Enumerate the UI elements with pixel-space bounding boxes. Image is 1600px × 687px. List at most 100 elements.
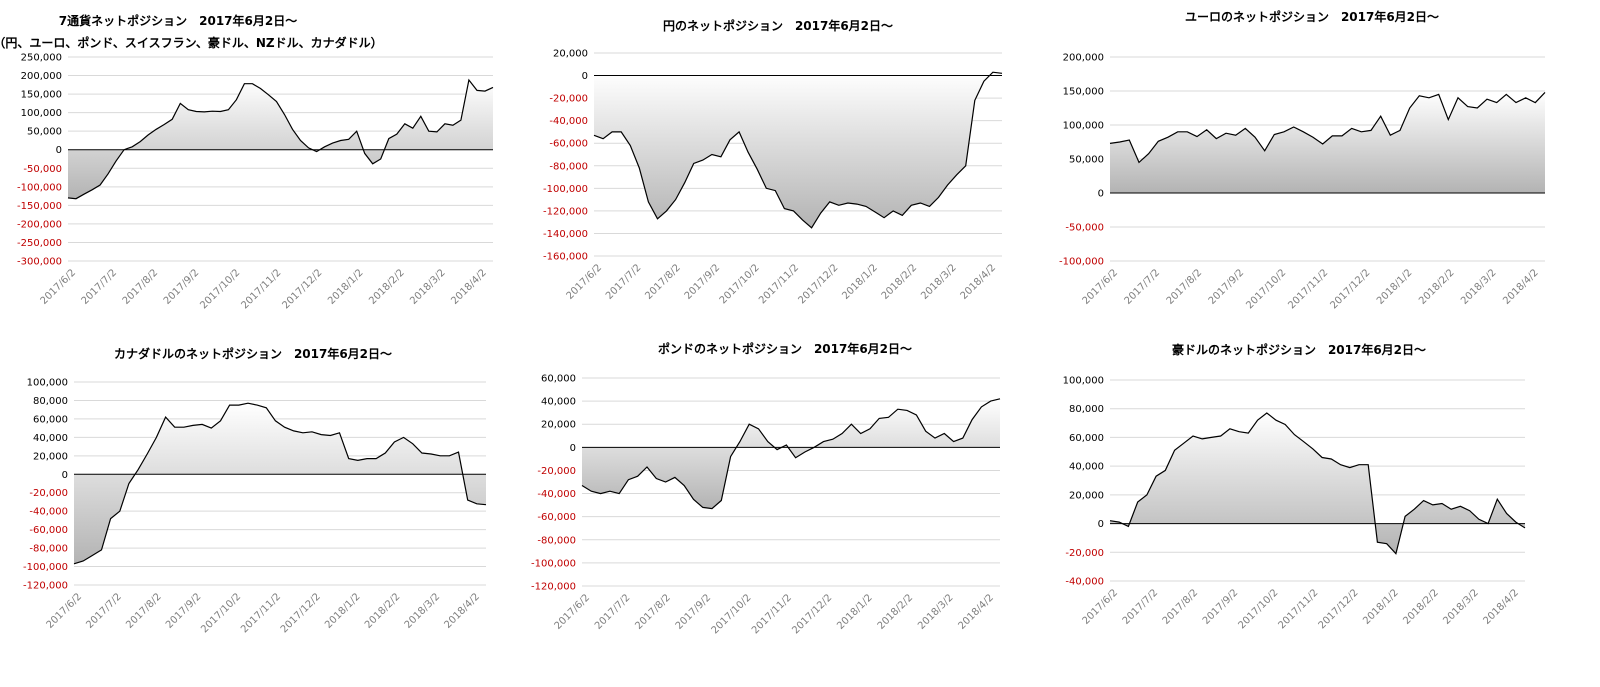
x-tick-label: 2017/8/2 bbox=[124, 591, 164, 631]
x-tick-label: 2017/9/2 bbox=[683, 262, 723, 302]
series-area bbox=[74, 403, 486, 564]
y-tick-label: 0 bbox=[570, 443, 576, 454]
x-tick-label: 2017/11/2 bbox=[239, 267, 283, 311]
x-tick-label: 2017/12/2 bbox=[279, 591, 323, 635]
x-tick-label: 2017/6/2 bbox=[553, 592, 593, 632]
series-line bbox=[1109, 91, 1546, 164]
chart-svg: 円のネットポジション 2017年6月2日～ 20,000 0 -20,000 -40,0… bbox=[543, 18, 1003, 306]
y-tick-label: 150,000 bbox=[21, 90, 62, 101]
y-tick-label: -20,000 bbox=[537, 466, 576, 477]
y-tick-label: -40,000 bbox=[29, 507, 68, 518]
x-tick-label: 2018/3/2 bbox=[1459, 267, 1499, 307]
y-tick-label: 100,000 bbox=[27, 378, 68, 389]
x-tick-label: 2017/11/2 bbox=[1277, 587, 1321, 631]
series-line bbox=[1109, 412, 1526, 555]
x-tick-label: 2017/10/2 bbox=[198, 267, 242, 311]
x-tick-label: 2017/8/2 bbox=[1161, 587, 1201, 627]
y-tick-label: 0 bbox=[582, 71, 588, 82]
x-tick-label: 2017/11/2 bbox=[750, 592, 794, 636]
x-tick-label: 2018/2/2 bbox=[876, 592, 916, 632]
x-tick-label: 2017/6/2 bbox=[565, 262, 605, 302]
x-tick-label: 2017/12/2 bbox=[796, 262, 840, 306]
chart-cad: カナダドルのネットポジション 2017年6月2日～ 100,000 80,000 60… bbox=[0, 338, 520, 683]
y-tick-label: 40,000 bbox=[1069, 462, 1104, 473]
y-tick-label: 0 bbox=[62, 470, 68, 481]
x-tick-label: 2017/7/2 bbox=[593, 592, 633, 632]
y-tick-label: 80,000 bbox=[33, 396, 68, 407]
series-area bbox=[1110, 413, 1525, 554]
y-tick-label: -40,000 bbox=[549, 116, 588, 127]
chart-title: ユーロのネットポジション 2017年6月2日～ bbox=[1185, 9, 1439, 24]
x-tick-label: 2018/2/2 bbox=[1417, 267, 1457, 307]
x-tick-label: 2017/11/2 bbox=[1286, 267, 1330, 311]
x-tick-label: 2018/1/2 bbox=[323, 591, 363, 631]
y-tick-label: -20,000 bbox=[549, 94, 588, 105]
y-tick-label: 0 bbox=[56, 145, 62, 156]
chart-svg: ユーロのネットポジション 2017年6月2日～ 200,000 150,000 100… bbox=[1059, 9, 1546, 311]
x-tick-label: 2018/3/2 bbox=[408, 267, 448, 307]
x-tick-label: 2017/9/2 bbox=[1207, 267, 1247, 307]
y-tick-label: 80,000 bbox=[1069, 404, 1104, 415]
y-tick-label: 150,000 bbox=[1063, 87, 1104, 98]
y-tick-label: -200,000 bbox=[17, 219, 62, 230]
x-tick-label: 2018/4/2 bbox=[443, 591, 483, 631]
x-tick-label: 2017/8/2 bbox=[1165, 267, 1205, 307]
y-tick-label: -60,000 bbox=[549, 139, 588, 150]
y-tick-label: -20,000 bbox=[1065, 548, 1104, 559]
y-tick-label: 100,000 bbox=[1063, 376, 1104, 387]
series-area bbox=[582, 398, 1000, 509]
x-tick-label: 2017/7/2 bbox=[84, 591, 124, 631]
y-tick-label: -80,000 bbox=[29, 544, 68, 555]
y-tick-label: -20,000 bbox=[29, 488, 68, 499]
series-area bbox=[68, 80, 493, 199]
x-tick-label: 2018/3/2 bbox=[403, 591, 443, 631]
x-tick-label: 2017/12/2 bbox=[1317, 587, 1361, 631]
y-tick-label: 60,000 bbox=[1069, 433, 1104, 444]
series-area bbox=[594, 72, 1002, 228]
x-tick-label: 2017/8/2 bbox=[643, 262, 683, 302]
x-tick-label: 2017/10/2 bbox=[710, 592, 754, 636]
y-tick-label: 20,000 bbox=[541, 420, 576, 431]
y-tick-label: 100,000 bbox=[1063, 121, 1104, 132]
y-tick-label: -140,000 bbox=[543, 229, 588, 240]
y-tick-label: -50,000 bbox=[23, 164, 62, 175]
y-tick-label: 200,000 bbox=[21, 71, 62, 82]
y-tick-label: 50,000 bbox=[1069, 155, 1104, 166]
x-tick-label: 2017/9/2 bbox=[162, 267, 202, 307]
x-tick-label: 2018/2/2 bbox=[363, 591, 403, 631]
y-tick-label: 40,000 bbox=[541, 397, 576, 408]
x-tick-label: 2017/10/2 bbox=[1244, 267, 1288, 311]
y-tick-label: 200,000 bbox=[1063, 53, 1104, 64]
x-tick-label: 2017/10/2 bbox=[718, 262, 762, 306]
x-tick-label: 2018/4/2 bbox=[1501, 267, 1541, 307]
x-tick-label: 2017/8/2 bbox=[633, 592, 673, 632]
y-tick-label: -50,000 bbox=[1065, 223, 1104, 234]
x-tick-label: 2017/7/2 bbox=[1123, 267, 1163, 307]
x-tick-label: 2018/1/2 bbox=[840, 262, 880, 302]
chart-svg: カナダドルのネットポジション 2017年6月2日～ 100,000 80,000 60… bbox=[23, 346, 487, 635]
x-tick-label: 2018/2/2 bbox=[880, 262, 920, 302]
chart-aud: 豪ドルのネットポジション 2017年6月2日～ 100,000 80,000 60,0… bbox=[1040, 338, 1600, 683]
y-tick-label: 60,000 bbox=[33, 414, 68, 425]
chart-subtitle: （円、ユーロ、ポンド、スイスフラン、豪ドル、NZドル、カナダドル） bbox=[0, 35, 383, 50]
x-tick-label: 2018/3/2 bbox=[919, 262, 959, 302]
x-tick-label: 2018/4/2 bbox=[1481, 587, 1521, 627]
y-tick-label: -80,000 bbox=[537, 535, 576, 546]
y-tick-label: -120,000 bbox=[543, 206, 588, 217]
chart-eur: ユーロのネットポジション 2017年6月2日～ 200,000 150,000 100… bbox=[1040, 0, 1600, 330]
x-tick-label: 2017/6/2 bbox=[1081, 267, 1121, 307]
x-tick-label: 2017/10/2 bbox=[1236, 587, 1280, 631]
y-tick-label: -100,000 bbox=[23, 562, 68, 573]
x-tick-label: 2017/6/2 bbox=[45, 591, 85, 631]
y-tick-label: -100,000 bbox=[17, 182, 62, 193]
x-tick-label: 2017/7/2 bbox=[80, 267, 120, 307]
x-tick-label: 2018/3/2 bbox=[1441, 587, 1481, 627]
y-tick-label: 20,000 bbox=[553, 49, 588, 60]
x-tick-label: 2017/6/2 bbox=[39, 267, 79, 307]
y-tick-label: 60,000 bbox=[541, 374, 576, 385]
y-tick-label: 20,000 bbox=[1069, 490, 1104, 501]
y-tick-label: -100,000 bbox=[543, 184, 588, 195]
y-tick-label: -60,000 bbox=[29, 525, 68, 536]
series-line bbox=[73, 402, 487, 565]
y-tick-label: 40,000 bbox=[33, 433, 68, 444]
